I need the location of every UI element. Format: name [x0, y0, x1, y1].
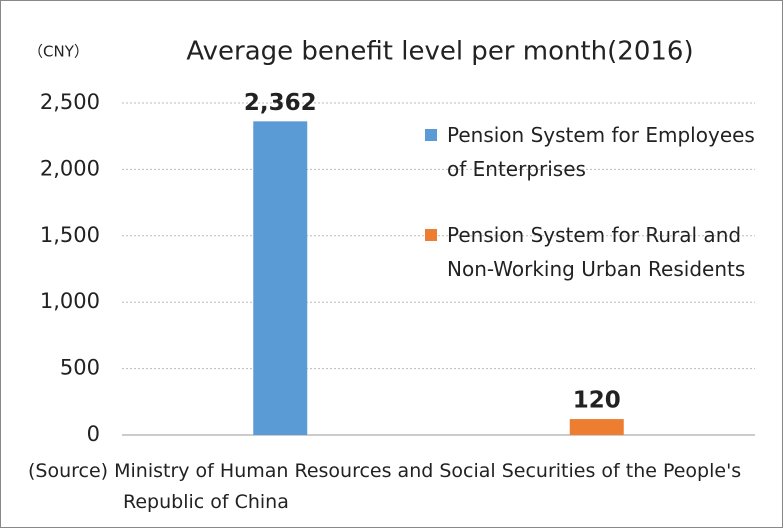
- y-tick-label: 2,500: [40, 90, 100, 114]
- unit-label: （CNY）: [28, 43, 89, 61]
- y-tick-label: 0: [87, 422, 100, 446]
- legend-swatch: [425, 229, 437, 241]
- data-label: 120: [573, 388, 621, 414]
- y-tick-label: 2,000: [40, 156, 100, 180]
- legend-entry: Pension System for Rural and Non-Working…: [447, 223, 746, 281]
- y-tick-label: 500: [60, 356, 100, 380]
- bar: [253, 121, 308, 435]
- bar: [569, 419, 624, 435]
- legend-entry: Pension System for Employees of Enterpri…: [447, 123, 755, 181]
- source-note: (Source) Ministry of Human Resources and…: [28, 460, 742, 513]
- y-tick-label: 1,500: [40, 223, 100, 247]
- y-tick-label: 1,000: [40, 289, 100, 313]
- data-label: 2,362: [244, 90, 317, 116]
- legend-swatch: [425, 129, 437, 141]
- chart-title: Average benefit level per month(2016): [186, 37, 693, 67]
